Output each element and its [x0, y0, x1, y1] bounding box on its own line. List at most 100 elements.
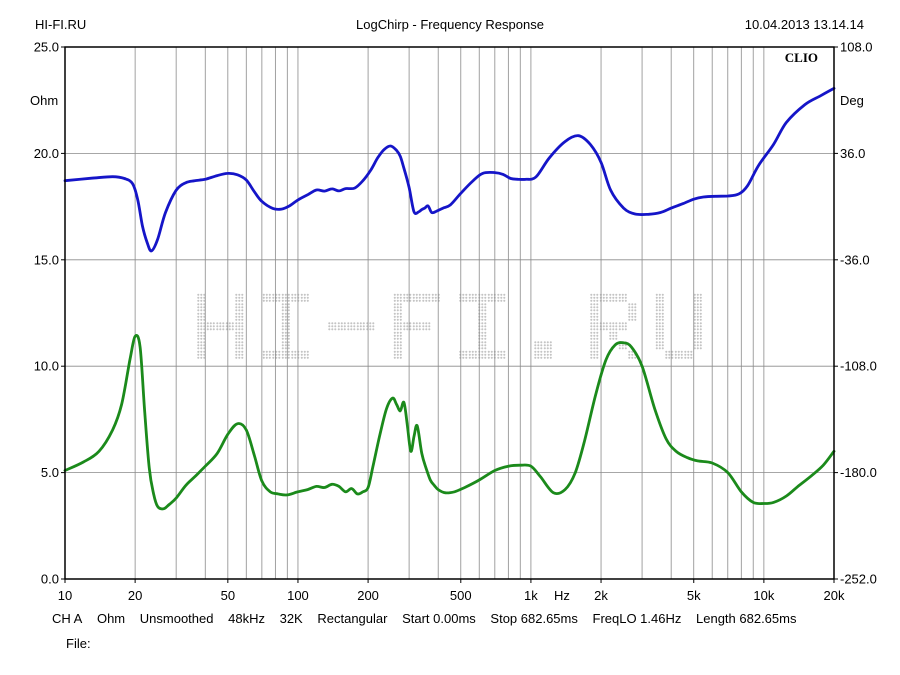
- watermark-dot: [481, 303, 484, 306]
- watermark-dot: [696, 325, 699, 328]
- watermark-dot: [696, 341, 699, 344]
- watermark-dot: [609, 296, 612, 299]
- watermark-dot: [418, 299, 421, 302]
- watermark-dot: [484, 312, 487, 315]
- watermark-dot: [241, 318, 244, 321]
- watermark-dot: [549, 344, 552, 347]
- watermark-dot: [661, 341, 664, 344]
- watermark-dot: [206, 328, 209, 331]
- start-time: Start 0.00ms: [402, 611, 476, 626]
- watermark-dot: [534, 353, 537, 356]
- watermark-dot: [481, 331, 484, 334]
- watermark-dot: [615, 331, 618, 334]
- watermark-dot: [396, 296, 399, 299]
- watermark-dot: [696, 306, 699, 309]
- watermark-dot: [593, 309, 596, 312]
- watermark-dot: [624, 296, 627, 299]
- watermark-dot: [596, 309, 599, 312]
- watermark-dot: [197, 350, 200, 353]
- watermark-dot: [481, 306, 484, 309]
- watermark-dot: [197, 334, 200, 337]
- watermark-dot: [634, 356, 637, 359]
- watermark-dot: [281, 293, 284, 296]
- watermark-dot: [693, 347, 696, 350]
- watermark-dot: [474, 299, 477, 302]
- watermark-dot: [593, 322, 596, 325]
- watermark-dot: [241, 356, 244, 359]
- watermark-dot: [228, 328, 231, 331]
- watermark-dot: [238, 306, 241, 309]
- watermark-dot: [399, 328, 402, 331]
- watermark-dot: [393, 322, 396, 325]
- watermark-dot: [235, 341, 238, 344]
- watermark-dot: [241, 299, 244, 302]
- watermark-dot: [235, 315, 238, 318]
- watermark-dot: [203, 318, 206, 321]
- watermark-dot: [631, 306, 634, 309]
- watermark-dot: [537, 350, 540, 353]
- watermark-dot: [343, 328, 346, 331]
- watermark-dot: [696, 337, 699, 340]
- x-tick-label: 500: [450, 588, 472, 603]
- watermark-dot: [284, 318, 287, 321]
- watermark-dot: [284, 312, 287, 315]
- watermark-dot: [593, 325, 596, 328]
- watermark-dot: [200, 293, 203, 296]
- watermark-dot: [500, 296, 503, 299]
- watermark-dot: [674, 350, 677, 353]
- watermark-dot: [238, 350, 241, 353]
- watermark-dot: [278, 296, 281, 299]
- watermark-dot: [546, 347, 549, 350]
- watermark-dot: [481, 344, 484, 347]
- left-tick-label: 20.0: [34, 146, 59, 161]
- watermark-dot: [287, 331, 290, 334]
- watermark-dot: [543, 353, 546, 356]
- watermark-dot: [602, 328, 605, 331]
- watermark-dot: [621, 347, 624, 350]
- watermark-dot: [668, 350, 671, 353]
- watermark-dot: [628, 315, 631, 318]
- watermark-dot: [206, 322, 209, 325]
- watermark-dot: [631, 309, 634, 312]
- watermark-dot: [284, 334, 287, 337]
- watermark-dot: [618, 344, 621, 347]
- watermark-dot: [658, 299, 661, 302]
- watermark-dot: [422, 325, 425, 328]
- watermark-dot: [481, 309, 484, 312]
- watermark-dot: [406, 293, 409, 296]
- watermark-dot: [238, 337, 241, 340]
- watermark-dot: [497, 293, 500, 296]
- watermark-dot: [362, 325, 365, 328]
- watermark-dot: [609, 334, 612, 337]
- watermark-dot: [238, 331, 241, 334]
- watermark-dot: [487, 293, 490, 296]
- watermark-dot: [497, 299, 500, 302]
- watermark-dot: [696, 331, 699, 334]
- watermark-dot: [534, 341, 537, 344]
- watermark-dot: [428, 296, 431, 299]
- watermark-dot: [272, 293, 275, 296]
- watermark-dot: [241, 325, 244, 328]
- watermark-dot: [281, 325, 284, 328]
- watermark-dot: [658, 315, 661, 318]
- watermark-dot: [661, 322, 664, 325]
- watermark-dot: [543, 350, 546, 353]
- watermark-dot: [615, 293, 618, 296]
- left-axis: 0.0 5.0 10.0 15.0 20.0 25.0: [34, 40, 65, 587]
- x-tick-label: 2k: [594, 588, 608, 603]
- watermark-dot: [605, 325, 608, 328]
- watermark-dot: [696, 347, 699, 350]
- watermark-dot: [661, 337, 664, 340]
- watermark-dot: [281, 356, 284, 359]
- watermark-dot: [197, 341, 200, 344]
- watermark-dot: [350, 328, 353, 331]
- watermark-dot: [393, 328, 396, 331]
- watermark-dot: [238, 293, 241, 296]
- watermark-dot: [661, 303, 664, 306]
- watermark-dot: [699, 315, 702, 318]
- watermark-dot: [490, 299, 493, 302]
- watermark-dot: [696, 315, 699, 318]
- watermark-dot: [393, 309, 396, 312]
- x-tick-label: 200: [357, 588, 379, 603]
